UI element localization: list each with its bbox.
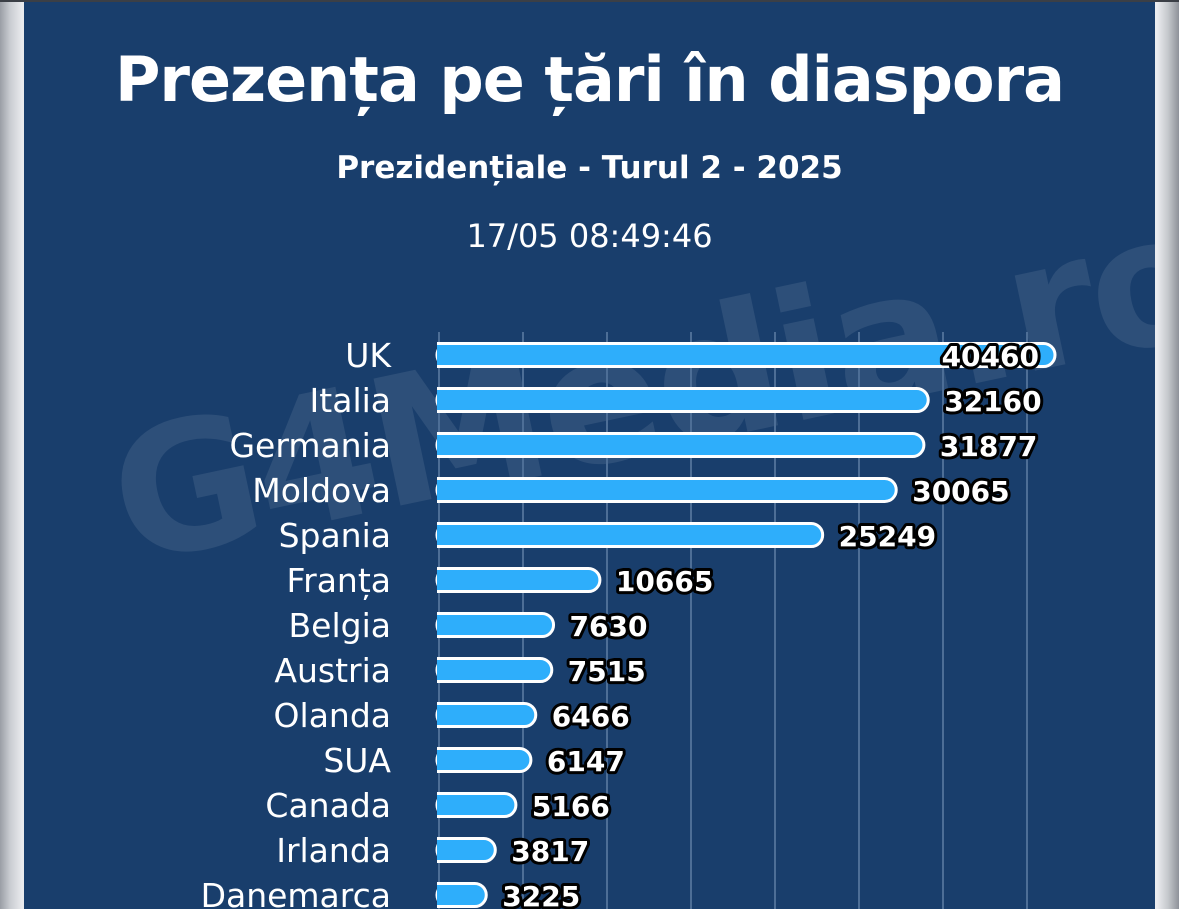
category-label: Italia [310,381,391,420]
bar-left-end [437,658,460,682]
top-border [0,0,1179,2]
bar [435,387,930,413]
chart-subtitle: Prezidențiale - Turul 2 - 2025 [336,150,843,186]
value-label: 5166 [532,790,610,823]
category-label: UK [345,336,392,375]
category-label: Franța [287,561,391,601]
bar [435,432,926,458]
category-label: Moldova [252,471,391,510]
bar-left-end [437,568,460,592]
bar [435,522,825,548]
value-label: 3225 [502,880,580,909]
bar-left-end [437,613,460,637]
chart-title: Prezența pe țări în diaspora [114,43,1065,116]
value-label: 31877 [940,430,1037,463]
category-label: Canada [265,786,391,825]
value-label: 10665 [616,565,713,598]
value-label: 25249 [839,520,936,553]
value-label: 6466 [552,700,630,733]
value-label: 32160 [944,385,1041,418]
chart-timestamp: 17/05 08:49:46 [466,217,713,255]
bar-left-end [437,523,460,547]
value-label: 3817 [511,835,589,868]
category-label: Spania [279,516,391,555]
bar-left-end [437,388,460,412]
category-label: Germania [229,426,391,465]
value-label: 40460 [942,340,1039,373]
bar-left-end [437,478,460,502]
bar [435,567,602,593]
bar-left-end [437,703,460,727]
bar-left-end [437,883,460,907]
category-label: Austria [274,651,391,690]
value-label: 7515 [568,655,646,688]
bar-left-end [437,433,460,457]
category-label: Olanda [274,696,391,735]
category-label: Danemarca [201,876,391,909]
value-label: 30065 [912,475,1009,508]
category-label: Irlanda [276,831,391,870]
bar [435,477,898,503]
bar-chart: UK 40460 Italia 32160 Germania 31877 Moldova 30… [201,332,1057,909]
value-label: 7630 [570,610,648,643]
bar-left-end [437,838,460,862]
category-label: SUA [323,741,391,780]
bar-left-end [437,343,460,367]
category-label: Belgia [289,606,391,645]
chart-panel: G4Media.ro Prezența pe țări în diaspora … [24,2,1155,909]
value-label: 6147 [547,745,625,778]
bar-left-end [437,793,460,817]
bar-left-end [437,748,460,772]
